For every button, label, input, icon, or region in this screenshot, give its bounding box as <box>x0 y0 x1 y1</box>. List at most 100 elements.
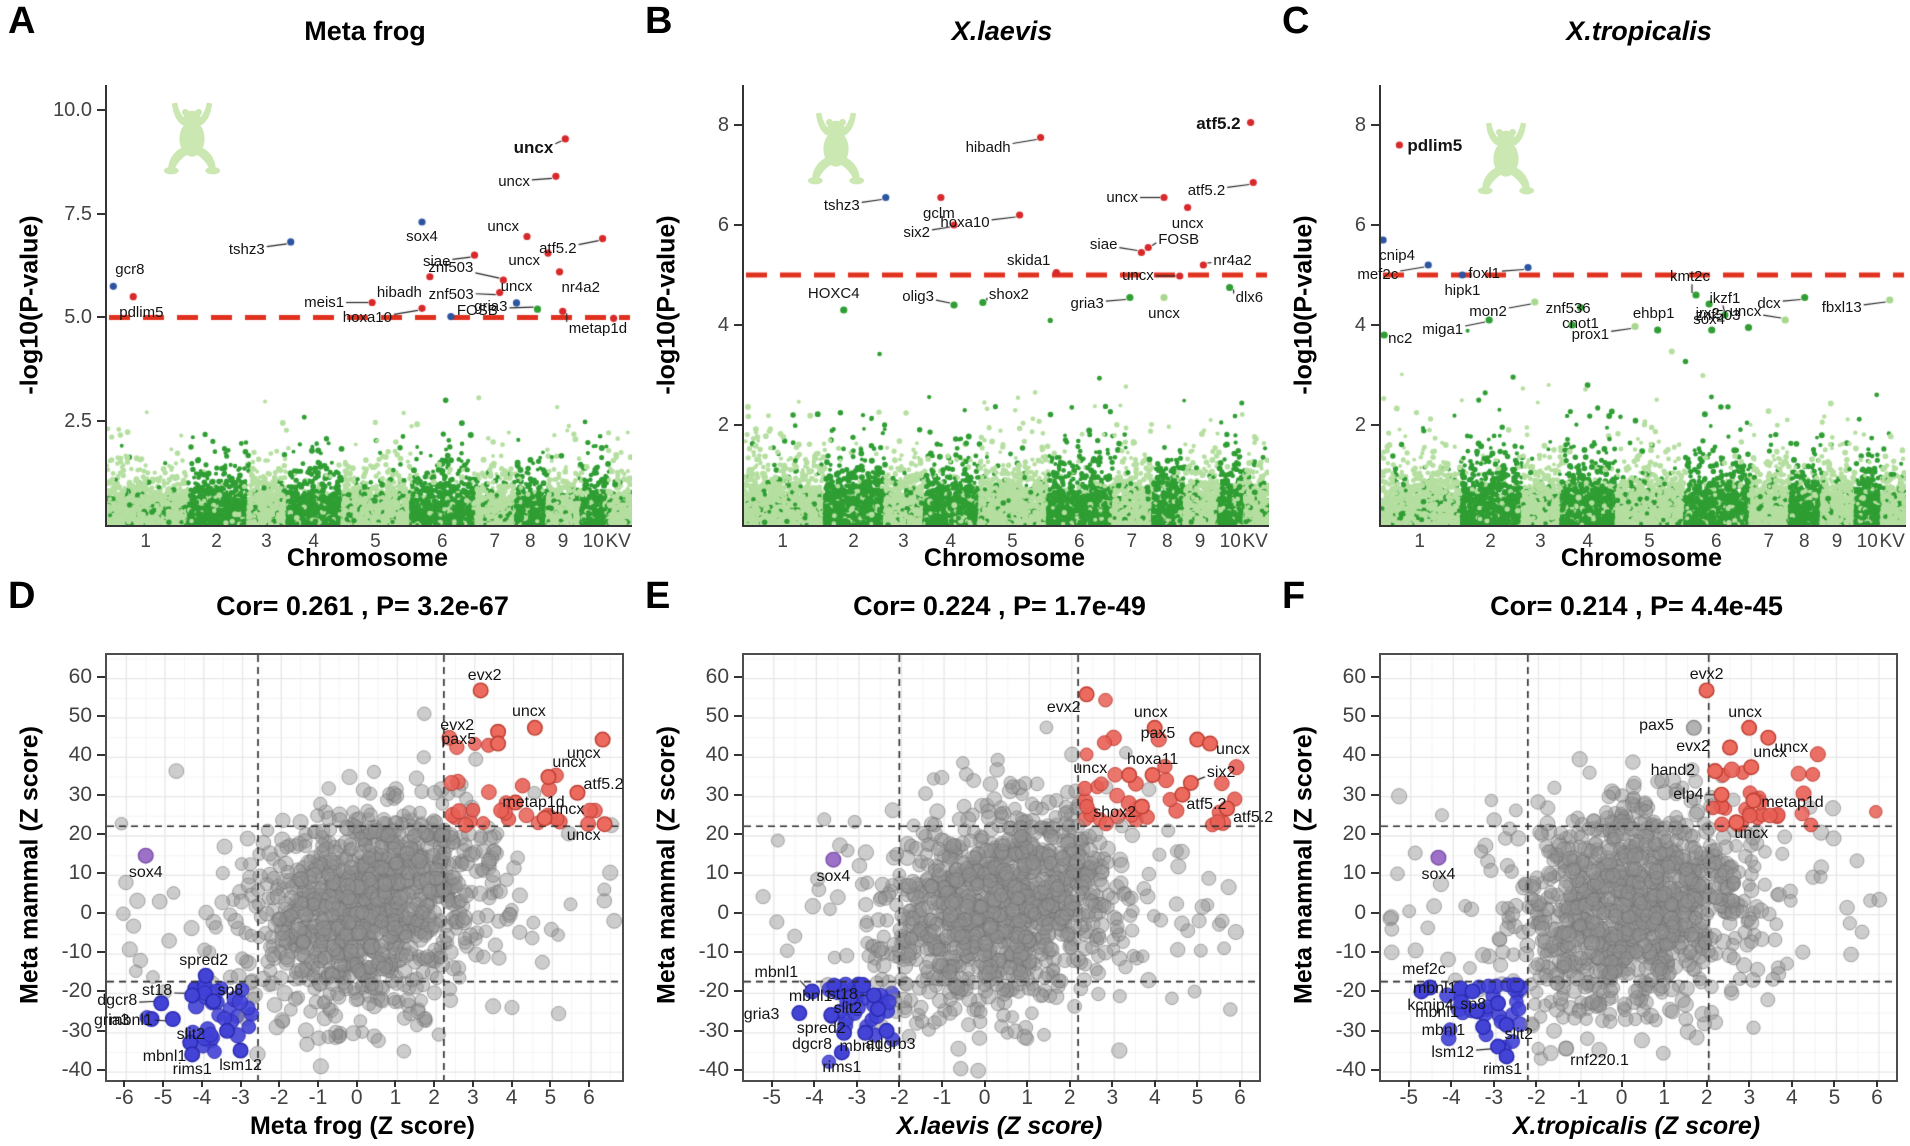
axis-tick-label: 50 <box>705 703 729 727</box>
axis-tick-label: 4 <box>1582 531 1593 552</box>
axis-tick-label: 4 <box>717 314 729 336</box>
axis-tick-label: 60 <box>68 664 92 688</box>
manhattan-canvas <box>1381 85 1906 525</box>
axis-tick-label: 0 <box>350 1086 363 1109</box>
axis-tick-label: 6 <box>1871 1086 1883 1109</box>
axis-tick-label: -4 <box>1442 1086 1461 1109</box>
axis-tick-label: 4 <box>505 1086 518 1109</box>
axis-tick-label: 0 <box>978 1086 991 1109</box>
axis-tick-mark <box>1153 1080 1156 1087</box>
axis-tick-label: 7.5 <box>64 202 92 225</box>
axis-tick-label: 10 <box>582 531 604 552</box>
axis-tick-label: 6 <box>437 531 448 552</box>
axis-tick-label: 3 <box>1535 531 1546 552</box>
panel-letter-A: A <box>8 0 36 42</box>
axis-tick-mark <box>1371 793 1379 796</box>
axis-tick-label: 20 <box>1342 822 1366 846</box>
axis-tick-mark <box>97 1069 105 1072</box>
x-axis-label: X.tropicalis (Z score) <box>1512 1112 1761 1140</box>
axis-tick-label: KV <box>605 531 631 552</box>
panel-letter-D: D <box>8 575 36 617</box>
axis-tick-label: 5 <box>544 1086 557 1109</box>
axis-tick-label: -1 <box>1569 1086 1589 1109</box>
axis-tick-label: 2 <box>211 531 222 552</box>
axis-tick-mark <box>734 714 742 717</box>
axis-tick-label: 10 <box>1342 861 1366 885</box>
axis-tick-mark <box>97 675 105 678</box>
axis-tick-mark <box>1371 1069 1379 1072</box>
axis-tick-label: 1 <box>1658 1086 1670 1109</box>
x-axis-label: Meta frog (Z score) <box>249 1112 476 1140</box>
axis-tick-label: 60 <box>705 664 729 688</box>
axis-tick-label: -30 <box>1335 1018 1366 1042</box>
axis-tick-mark <box>471 1080 474 1087</box>
axis-tick-mark <box>813 1080 816 1087</box>
axis-tick-label: -30 <box>61 1018 92 1042</box>
axis-tick-label: -2 <box>1527 1086 1546 1109</box>
axis-tick-mark <box>1371 424 1379 426</box>
axis-tick-mark <box>97 990 105 993</box>
axis-tick-label: -10 <box>698 940 729 964</box>
axis-tick-label: 20 <box>705 822 729 846</box>
y-axis-label: -log10(P-value) <box>1289 215 1318 395</box>
axis-tick-mark <box>1535 1080 1538 1087</box>
axis-tick-mark <box>200 1080 203 1087</box>
axis-tick-label: 1 <box>777 531 788 552</box>
axis-tick-mark <box>394 1080 397 1087</box>
axis-tick-label: -6 <box>115 1086 134 1109</box>
panel-title: Meta frog <box>304 16 426 46</box>
axis-tick-label: -5 <box>153 1086 173 1109</box>
panel-E: E Cor= 0.224 , P= 1.7e-49 Meta mammal (Z… <box>637 575 1273 1146</box>
panel-B: B X.laevis -log10(P-value) atf5.2 hibadh t… <box>637 0 1273 575</box>
axis-tick-label: 5 <box>1191 1086 1204 1109</box>
axis-tick-label: 30 <box>1342 782 1366 806</box>
axis-tick-label: 5 <box>1828 1086 1841 1109</box>
axis-tick-mark <box>1790 1080 1793 1087</box>
axis-tick-label: -5 <box>1399 1086 1419 1109</box>
axis-tick-mark <box>734 911 742 914</box>
axis-tick-label: 7 <box>489 531 501 552</box>
axis-tick-label: -3 <box>231 1086 250 1109</box>
axis-tick-mark <box>734 833 742 836</box>
axis-tick-label: 6 <box>1711 531 1722 552</box>
manhattan-canvas <box>744 85 1269 525</box>
axis-tick-label: 30 <box>68 782 92 806</box>
panel-letter-F: F <box>1282 575 1306 617</box>
axis-tick-label: 3 <box>261 531 272 552</box>
axis-tick-label: -1 <box>308 1086 328 1109</box>
axis-tick-label: 10 <box>1856 531 1878 552</box>
axis-tick-mark <box>734 872 742 875</box>
axis-tick-mark <box>355 1080 358 1087</box>
axis-tick-mark <box>734 1029 742 1032</box>
scatter-canvas <box>1381 655 1896 1080</box>
axis-tick-mark <box>97 714 105 717</box>
axis-tick-label: KV <box>1879 531 1905 552</box>
scatter-canvas <box>107 655 622 1080</box>
panel-letter-C: C <box>1282 0 1310 42</box>
axis-tick-mark <box>1578 1080 1581 1087</box>
axis-tick-label: 2 <box>1700 1086 1713 1109</box>
axis-tick-mark <box>1371 951 1379 954</box>
axis-tick-mark <box>855 1080 858 1087</box>
axis-tick-label: 8 <box>1161 531 1173 552</box>
panel-title: X.laevis <box>951 16 1053 46</box>
axis-tick-label: 5 <box>370 531 381 552</box>
axis-tick-mark <box>97 951 105 954</box>
axis-tick-mark <box>734 124 742 126</box>
axis-tick-label: 1 <box>389 1086 402 1109</box>
plot-area: evx2 pax5 uncx uncx evx2 uncx hand2 elp4 metap1d… <box>1379 653 1898 1082</box>
axis-tick-label: -40 <box>698 1058 729 1082</box>
axis-tick-label: 0 <box>717 900 729 924</box>
axis-tick-label: 40 <box>705 743 729 767</box>
axis-tick-mark <box>97 833 105 836</box>
axis-tick-label: KV <box>1242 531 1268 552</box>
panel-letter-B: B <box>645 0 673 42</box>
axis-tick-label: 2 <box>717 414 729 436</box>
y-axis-label: -log10(P-value) <box>652 215 681 395</box>
axis-tick-label: 20 <box>68 822 92 846</box>
plot-area: pdlim5 cnip4 mef2c hipk1 foxl1 kmt2c sox4 dcx cn… <box>1357 85 1906 527</box>
axis-tick-mark <box>1663 1080 1666 1087</box>
axis-tick-label: 5.0 <box>64 306 92 329</box>
axis-tick-label: 0 <box>80 900 92 924</box>
axis-tick-label: 0 <box>1354 900 1366 924</box>
